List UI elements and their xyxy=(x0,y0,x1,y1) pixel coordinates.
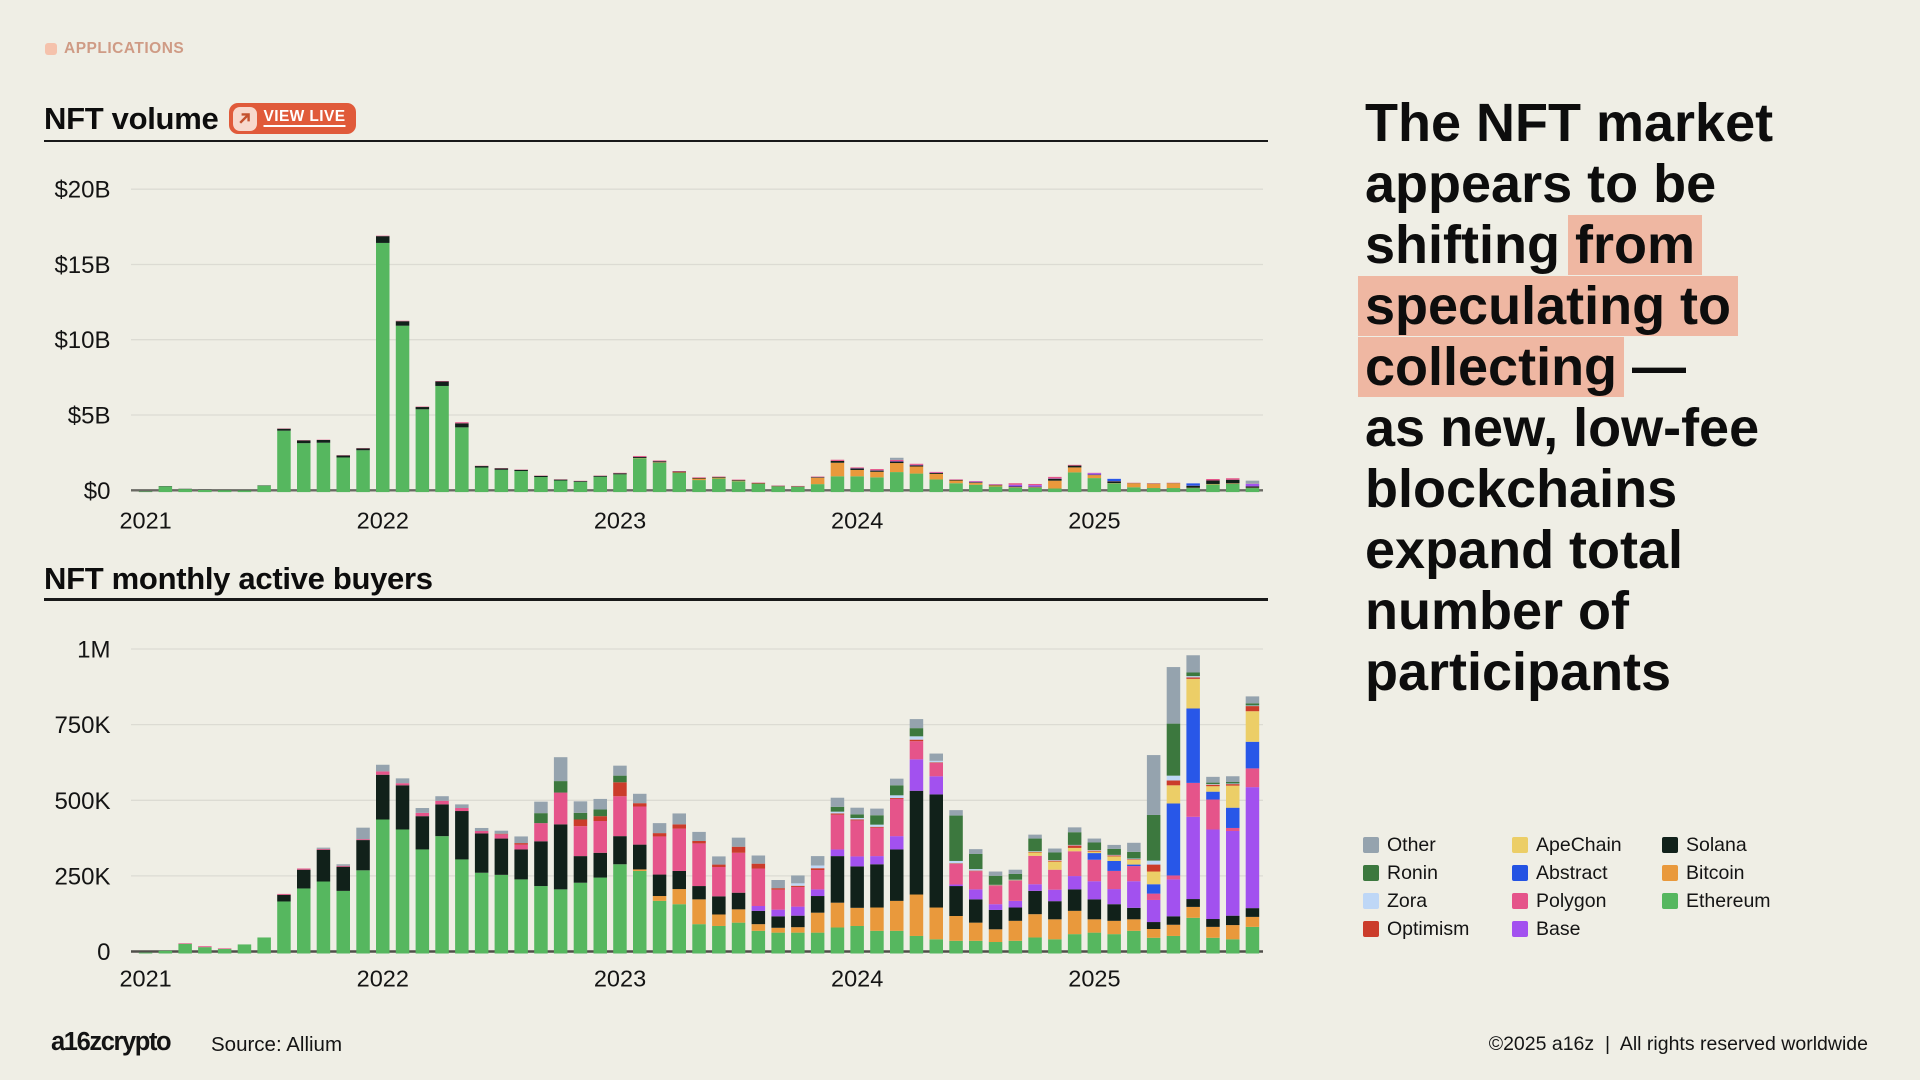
svg-text:2025: 2025 xyxy=(1068,508,1120,534)
svg-text:250K: 250K xyxy=(54,863,110,890)
svg-text:1M: 1M xyxy=(77,637,110,664)
svg-text:2022: 2022 xyxy=(357,966,409,992)
svg-text:$20B: $20B xyxy=(54,177,110,204)
svg-text:$5B: $5B xyxy=(68,403,111,430)
svg-text:$15B: $15B xyxy=(54,252,110,279)
svg-text:$0: $0 xyxy=(84,478,111,505)
svg-text:750K: 750K xyxy=(54,712,110,739)
svg-text:2022: 2022 xyxy=(357,508,409,534)
svg-text:2023: 2023 xyxy=(594,966,646,992)
svg-text:2025: 2025 xyxy=(1068,966,1120,992)
svg-text:2024: 2024 xyxy=(831,508,883,534)
svg-text:2021: 2021 xyxy=(119,966,171,992)
svg-text:2023: 2023 xyxy=(594,508,646,534)
svg-text:500K: 500K xyxy=(54,788,110,815)
svg-text:2024: 2024 xyxy=(831,966,883,992)
svg-text:2021: 2021 xyxy=(119,508,171,534)
svg-text:$10B: $10B xyxy=(54,327,110,354)
svg-text:0: 0 xyxy=(97,939,110,966)
